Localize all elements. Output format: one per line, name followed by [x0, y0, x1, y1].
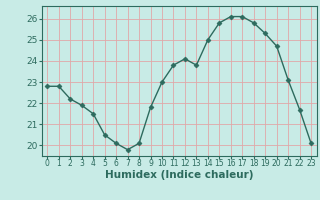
X-axis label: Humidex (Indice chaleur): Humidex (Indice chaleur): [105, 170, 253, 180]
